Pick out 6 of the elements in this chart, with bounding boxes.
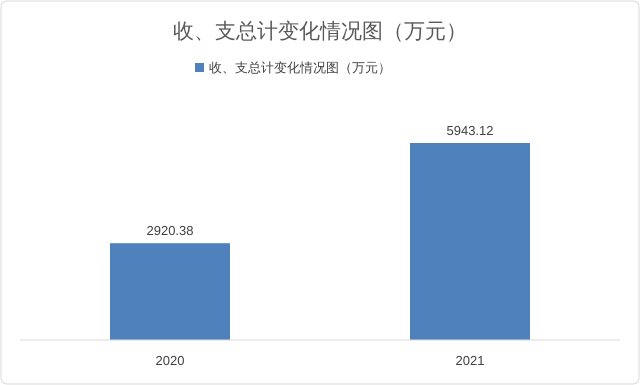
chart-title: 收、支总计变化情况图（万元） <box>173 20 467 43</box>
x-tick-label: 2020 <box>156 353 184 368</box>
data-label: 5943.12 <box>446 123 494 138</box>
data-label: 2920.38 <box>146 223 194 238</box>
legend-label: 收、支总计变化情况图（万元） <box>209 60 391 75</box>
x-tick-label: 2021 <box>456 353 484 368</box>
